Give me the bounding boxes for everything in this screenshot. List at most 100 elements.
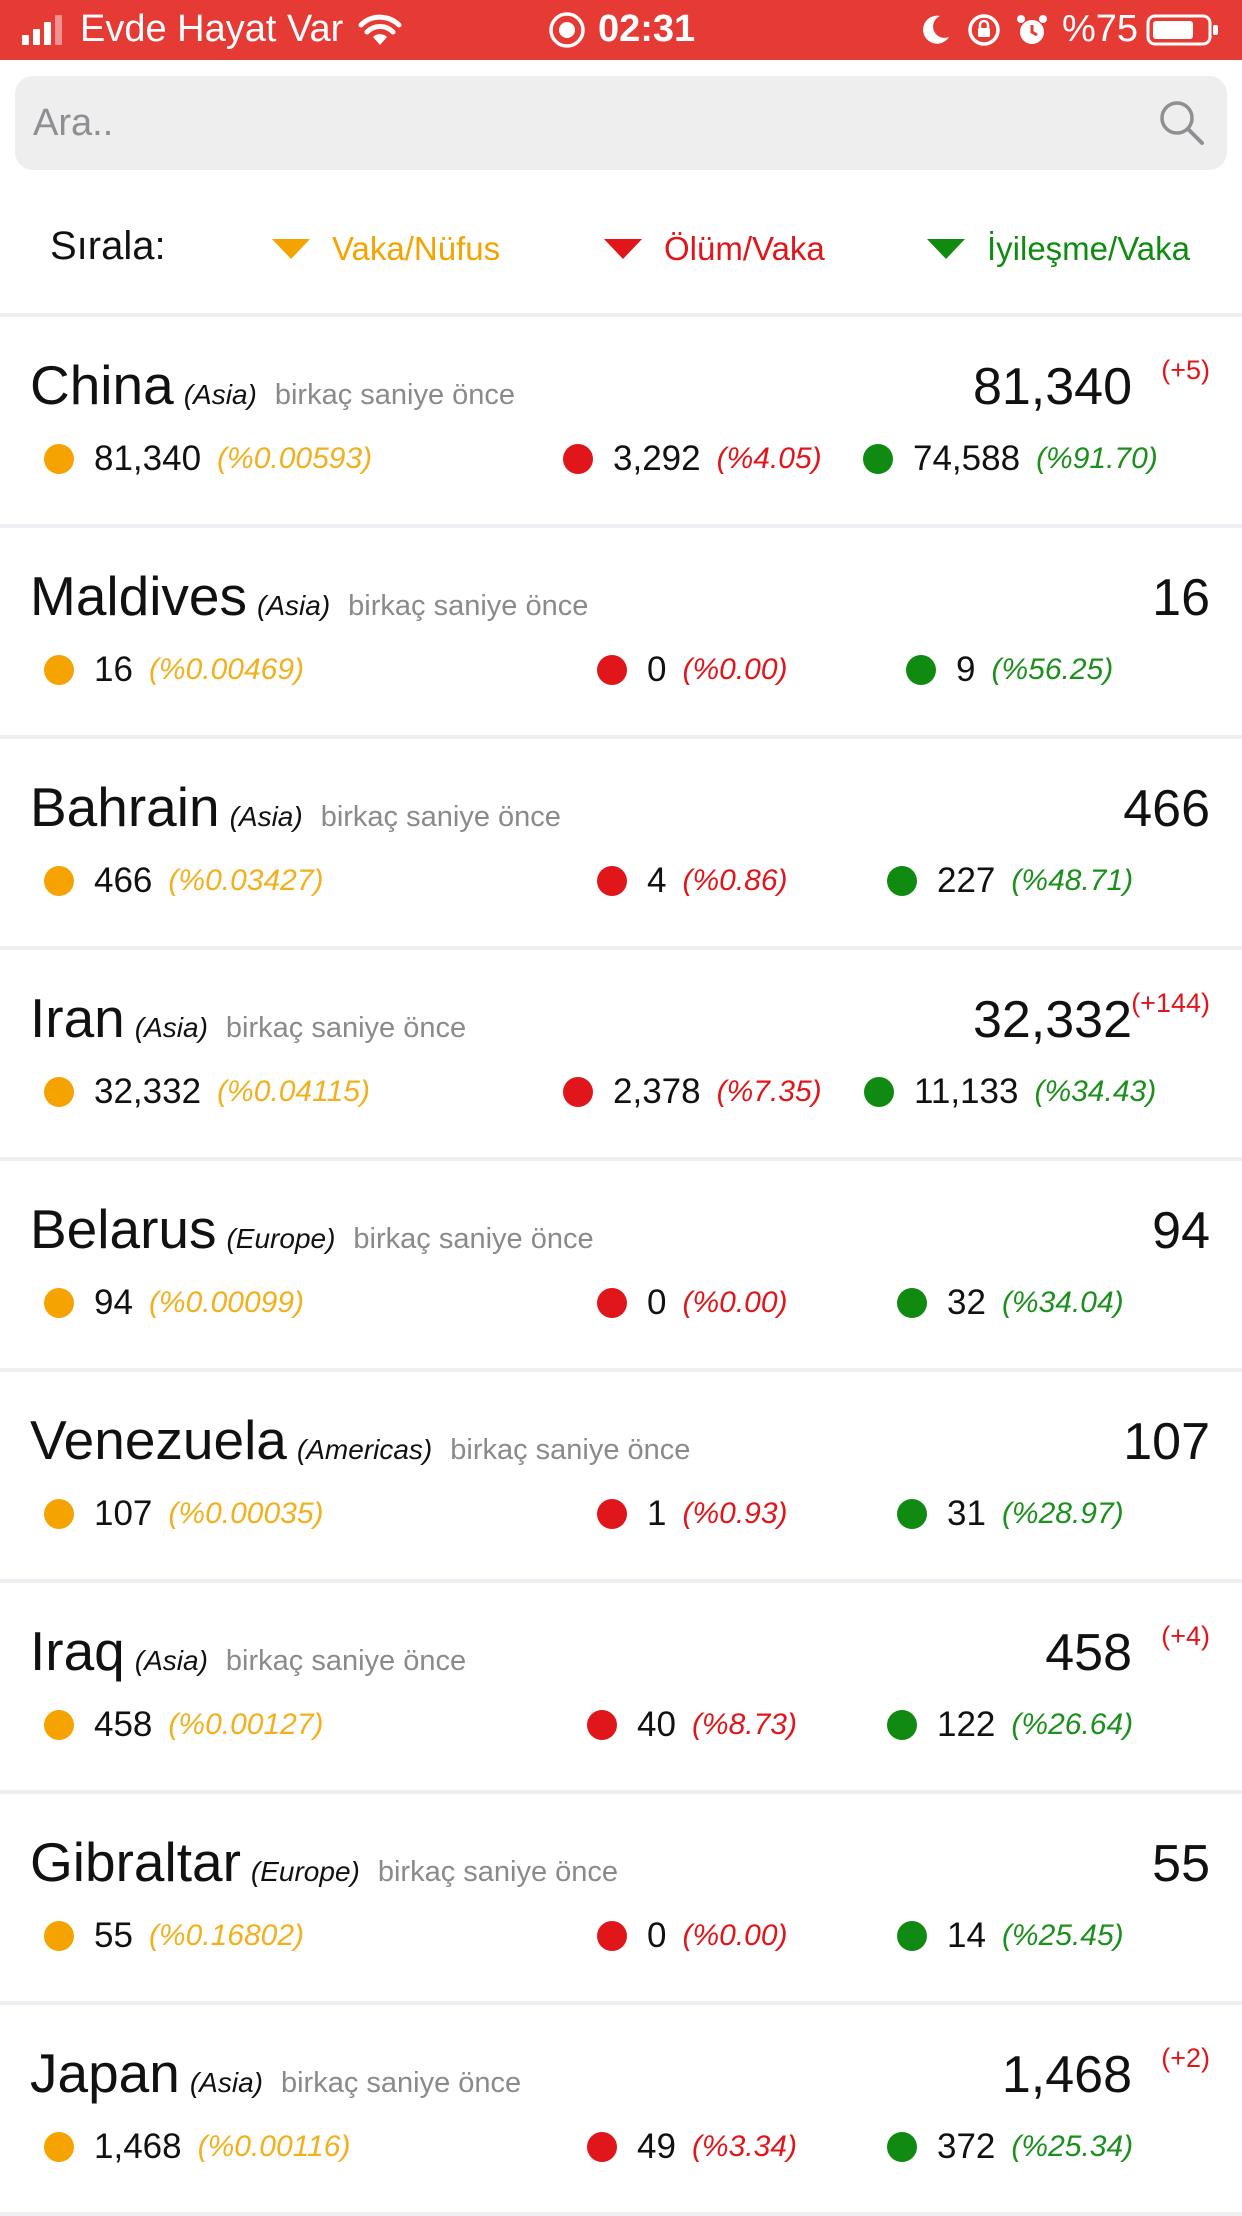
sort-option-cases-population[interactable]: Vaka/Nüfus	[272, 230, 500, 268]
search-icon[interactable]	[1157, 98, 1207, 148]
deaths-percent: (%7.35)	[716, 1075, 822, 1108]
recovered-stat: 372 (%25.34)	[887, 2127, 1133, 2167]
cases-percent: (%0.00593)	[217, 442, 373, 475]
recovered-stat: 32 (%34.04)	[897, 1283, 1124, 1323]
updated-time: birkaç saniye önce	[280, 2067, 522, 2099]
deaths-dot-icon	[563, 444, 593, 474]
deaths-value: 40	[637, 1705, 676, 1744]
cases-value: 32,332	[94, 1072, 202, 1111]
deaths-value: 4	[647, 861, 667, 900]
recovered-value: 227	[937, 861, 996, 900]
wifi-icon	[358, 14, 402, 45]
recovered-percent: (%34.43)	[1034, 1075, 1157, 1108]
sort-bar: Sırala: Vaka/Nüfus Ölüm/Vaka İyileşme/Va…	[0, 200, 1242, 300]
deaths-stat: 0 (%0.00)	[597, 650, 788, 690]
search-input[interactable]	[15, 76, 1115, 170]
cases-dot-icon	[44, 1499, 74, 1529]
total-cases: 16	[1152, 569, 1210, 627]
country-row[interactable]: China (Asia) birkaç saniye önce 81,340 (+5) 8…	[0, 317, 1242, 528]
country-row[interactable]: Iran (Asia) birkaç saniye önce 32,332 (+144)…	[0, 950, 1242, 1161]
cases-stat: 458 (%0.00127)	[44, 1705, 324, 1745]
recovered-value: 11,133	[914, 1072, 1019, 1111]
recovered-stat: 31 (%28.97)	[897, 1494, 1124, 1534]
cases-percent: (%0.00099)	[148, 1286, 305, 1319]
cases-dot-icon	[44, 655, 74, 685]
cases-value: 458	[94, 1705, 153, 1744]
recovered-value: 9	[956, 650, 976, 689]
recovered-dot-icon	[887, 2132, 917, 2162]
deaths-dot-icon	[597, 1288, 627, 1318]
country-row[interactable]: Iraq (Asia) birkaç saniye önce 458 (+4) 458 (%…	[0, 1583, 1242, 1794]
continent-label: (Europe)	[226, 1223, 336, 1254]
cases-dot-icon	[44, 1921, 74, 1951]
recovered-dot-icon	[887, 1710, 917, 1740]
recovered-percent: (%26.64)	[1011, 1708, 1134, 1741]
cases-stat: 94 (%0.00099)	[44, 1283, 304, 1323]
country-name: Iran	[30, 987, 125, 1049]
status-right: %75	[920, 8, 1220, 51]
status-left: Evde Hayat Var	[22, 8, 403, 51]
country-row[interactable]: Belarus (Europe) birkaç saniye önce 94 94 (%0…	[0, 1161, 1242, 1372]
country-header: Bahrain (Asia) birkaç saniye önce	[30, 775, 561, 839]
total-cases: 94	[1152, 1202, 1210, 1260]
recovered-value: 31	[947, 1494, 986, 1533]
recovered-percent: (%25.34)	[1011, 2130, 1134, 2163]
updated-time: birkaç saniye önce	[377, 1856, 619, 1888]
deaths-percent: (%0.00)	[682, 1286, 788, 1319]
new-cases-delta: (+4)	[1161, 1621, 1210, 1651]
sort-option-recovered-cases[interactable]: İyileşme/Vaka	[927, 230, 1190, 268]
recovered-percent: (%91.70)	[1036, 442, 1158, 475]
country-row[interactable]: Bahrain (Asia) birkaç saniye önce 466 466 (%0…	[0, 739, 1242, 950]
deaths-stat: 4 (%0.86)	[597, 861, 788, 901]
deaths-percent: (%0.00)	[682, 653, 788, 686]
recovered-stat: 74,588 (%91.70)	[863, 439, 1158, 479]
recovered-dot-icon	[897, 1499, 927, 1529]
alarm-icon	[1016, 14, 1047, 44]
deaths-percent: (%0.00)	[682, 1919, 788, 1952]
country-row[interactable]: Venezuela (Americas) birkaç saniye önce 107…	[0, 1372, 1242, 1583]
country-row[interactable]: Gibraltar (Europe) birkaç saniye önce 55 55 (…	[0, 1794, 1242, 2005]
continent-label: (Europe)	[250, 1856, 360, 1887]
country-header: Venezuela (Americas) birkaç saniye önce	[30, 1408, 690, 1472]
deaths-stat: 1 (%0.93)	[597, 1494, 788, 1534]
new-cases-delta: (+144)	[1131, 988, 1210, 1018]
updated-time: birkaç saniye önce	[225, 1012, 467, 1044]
country-row[interactable]: Maldives (Asia) birkaç saniye önce 16 16 (%0.…	[0, 528, 1242, 739]
cases-dot-icon	[44, 1077, 74, 1107]
recovered-stat: 227 (%48.71)	[887, 861, 1133, 901]
cases-value: 81,340	[94, 439, 202, 478]
continent-label: (Asia)	[229, 801, 303, 832]
triangle-down-icon	[272, 239, 310, 259]
country-name: China	[30, 354, 174, 416]
cases-value: 1,468	[94, 2127, 182, 2166]
triangle-down-icon	[927, 239, 965, 259]
deaths-value: 0	[647, 650, 667, 689]
cases-value: 107	[94, 1494, 153, 1533]
continent-label: (Asia)	[134, 1645, 208, 1676]
recovered-dot-icon	[897, 1921, 927, 1951]
recovered-stat: 122 (%26.64)	[887, 1705, 1133, 1745]
continent-label: (Asia)	[257, 590, 331, 621]
deaths-value: 3,292	[613, 439, 701, 478]
deaths-dot-icon	[587, 1710, 617, 1740]
new-cases-delta: (+2)	[1161, 2043, 1210, 2073]
status-bar: Evde Hayat Var 02:31 %75	[0, 0, 1242, 60]
deaths-percent: (%0.86)	[682, 864, 788, 897]
sort-option-label: Vaka/Nüfus	[332, 230, 501, 267]
recording-icon	[549, 11, 585, 48]
deaths-value: 2,378	[613, 1072, 701, 1111]
sort-option-deaths-cases[interactable]: Ölüm/Vaka	[604, 230, 825, 268]
cases-stat: 81,340 (%0.00593)	[44, 439, 372, 479]
total-cases: 1,468	[1001, 2046, 1132, 2104]
cases-stat: 55 (%0.16802)	[44, 1916, 304, 1956]
deaths-value: 0	[647, 1283, 667, 1322]
carrier-label: Evde Hayat Var	[80, 8, 344, 50]
country-name: Maldives	[30, 565, 248, 627]
rotation-lock-icon	[968, 13, 1000, 46]
total-cases: 32,332	[972, 991, 1132, 1049]
updated-time: birkaç saniye önce	[320, 801, 561, 833]
cases-value: 16	[94, 650, 133, 689]
search-bar	[15, 76, 1227, 170]
country-row[interactable]: Japan (Asia) birkaç saniye önce 1,468 (+2) 1,…	[0, 2005, 1242, 2216]
recovered-value: 122	[937, 1705, 996, 1744]
